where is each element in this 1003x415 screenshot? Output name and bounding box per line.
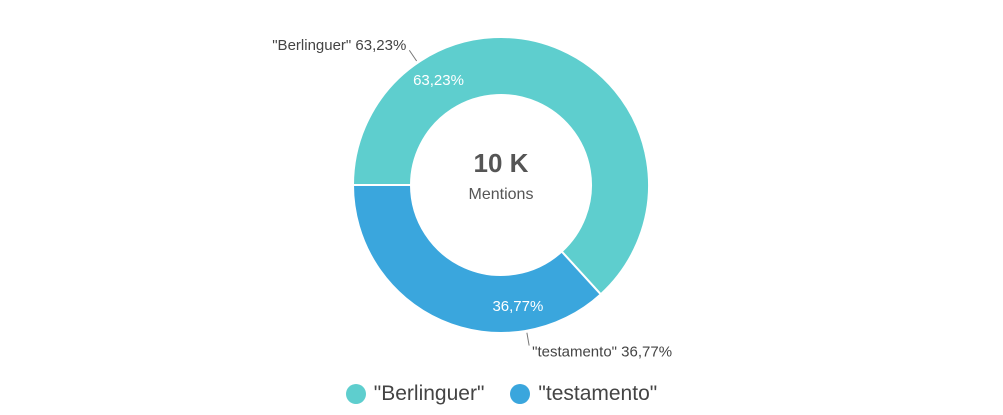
slices-layer [351,36,650,334]
slice-0-callout-label: "Berlinguer" 63,23% [272,37,406,54]
slice-0[interactable] [351,36,650,296]
legend-item-1[interactable]: "testamento" [510,382,657,406]
slice-1-leader-line [526,332,530,346]
slice-1-callout-label: "testamento" 36,77% [532,344,672,361]
legend-label-1: "testamento" [538,382,658,405]
labels-layer: 63,23% "Berlinguer" 63,23% 36,77% "testamen… [272,37,672,360]
slice-0-percent-label: 63,23% [413,72,464,89]
donut-chart-canvas: 63,23% "Berlinguer" 63,23% 36,77% "testamen… [272,36,672,361]
legend-swatch-0 [345,384,366,404]
slice-1[interactable] [351,184,603,334]
legend-swatch-1 [510,384,531,404]
legend-label-0: "Berlinguer" [373,382,485,405]
legend-item-0[interactable]: "Berlinguer" [345,382,485,406]
center-label: Mentions [469,186,534,203]
slice-0-leader-line [408,49,418,62]
center-value: 10 K [474,148,529,178]
slice-1-percent-label: 36,77% [492,298,543,315]
legend: "Berlinguer" "testamento" [0,376,1003,412]
